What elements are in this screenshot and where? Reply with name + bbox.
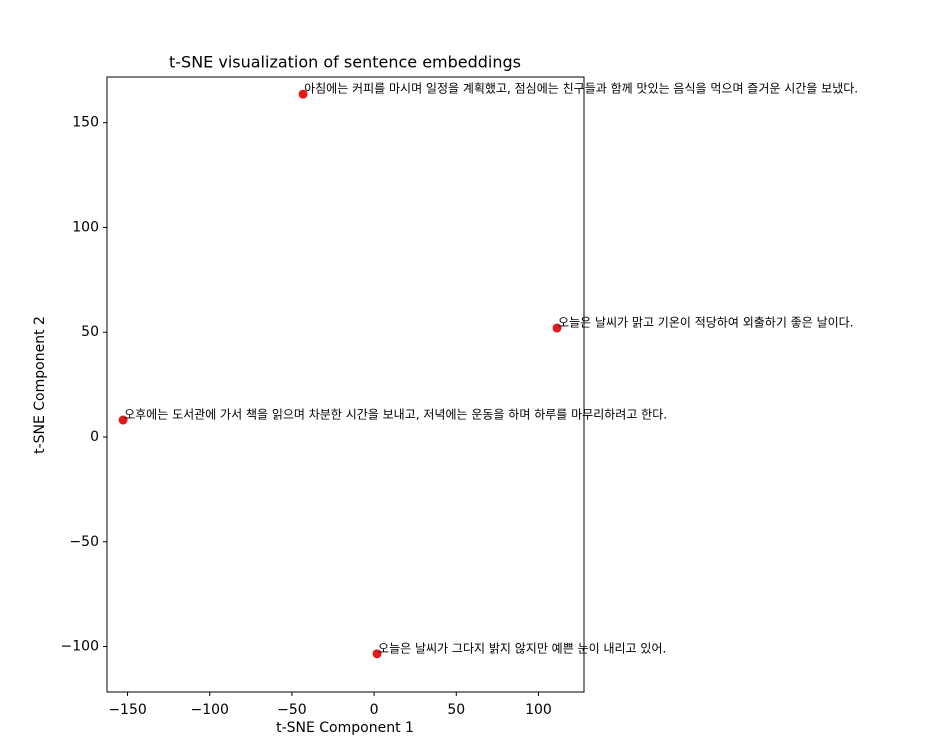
y-tick-label: 100 bbox=[72, 219, 99, 235]
y-tick-label: 0 bbox=[90, 429, 99, 445]
x-tick-label: −150 bbox=[108, 702, 146, 718]
point bbox=[118, 415, 128, 425]
x-tick-label: 100 bbox=[525, 702, 552, 718]
point-label: 오늘은 날씨가 그다지 밝지 않지만 예쁜 눈이 내리고 있어. bbox=[378, 641, 666, 655]
y-axis-label: t-SNE Component 2 bbox=[32, 316, 48, 454]
x-tick-label: −50 bbox=[277, 702, 307, 718]
point-label: 아침에는 커피를 마시며 일정을 계획했고, 점심에는 친구들과 함께 맛있는 … bbox=[304, 82, 858, 96]
chart-title: t-SNE visualization of sentence embeddin… bbox=[169, 53, 521, 72]
x-tick-label: −100 bbox=[191, 702, 229, 718]
point-label: 오늘은 날씨가 맑고 기온이 적당하여 외출하기 좋은 날이다. bbox=[558, 316, 853, 330]
y-tick-label: 150 bbox=[72, 115, 99, 131]
point-label: 오후에는 도서관에 가서 책을 읽으며 차분한 시간을 보내고, 저녁에는 운동… bbox=[124, 407, 667, 422]
point bbox=[298, 89, 308, 99]
x-tick-label: 50 bbox=[447, 702, 465, 718]
point bbox=[552, 323, 562, 333]
plot-frame bbox=[106, 76, 585, 693]
y-tick-label: 50 bbox=[81, 324, 99, 340]
x-tick-label: 0 bbox=[370, 702, 379, 718]
y-tick-label: −50 bbox=[69, 534, 99, 550]
y-tick-label: −100 bbox=[61, 639, 99, 655]
x-axis-label: t-SNE Component 1 bbox=[276, 720, 414, 736]
point bbox=[372, 649, 382, 659]
